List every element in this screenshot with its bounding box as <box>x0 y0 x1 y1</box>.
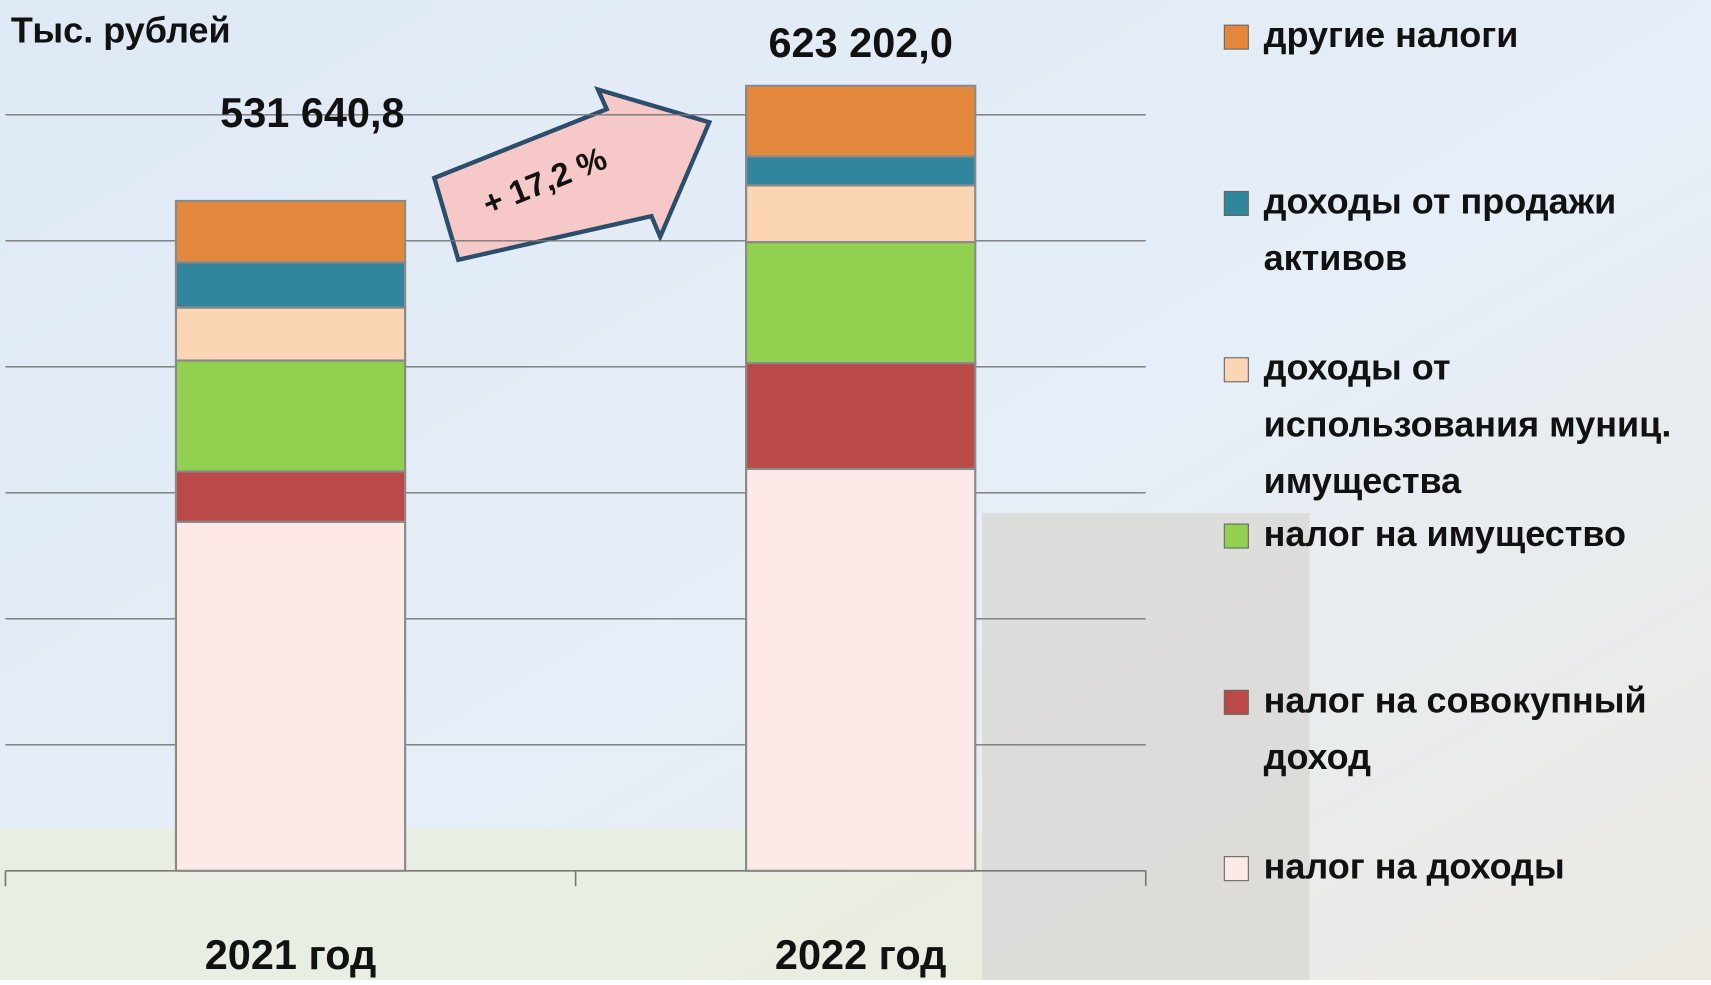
bar-segment <box>746 86 975 157</box>
legend-label: другие налоги <box>1264 14 1519 55</box>
total-label: 623 202,0 <box>768 19 952 66</box>
bar-segment <box>176 361 405 472</box>
legend-line: другие налоги <box>1264 14 1519 55</box>
legend-swatch <box>1224 191 1248 215</box>
legend-swatch <box>1224 25 1248 49</box>
legend-line: доход <box>1264 736 1372 777</box>
bar-segment <box>746 363 975 469</box>
y-axis-label: Тыс. рублей <box>11 9 231 50</box>
legend-line: налог на имущество <box>1264 513 1626 554</box>
bar-segment <box>176 471 405 521</box>
legend-line: налог на совокупный <box>1264 679 1647 720</box>
legend-swatch <box>1224 690 1248 714</box>
bar-segment <box>176 522 405 871</box>
total-label: 531 640,8 <box>220 89 404 136</box>
bar-segment <box>746 469 975 871</box>
bar-segment <box>746 185 975 242</box>
legend-label: налог на имущество <box>1264 513 1626 554</box>
bar-segment <box>176 262 405 307</box>
legend-line: имущества <box>1264 460 1463 501</box>
bar-segment <box>176 201 405 262</box>
legend-label: налог на доходы <box>1264 845 1565 886</box>
background-monument <box>982 513 1309 980</box>
legend-swatch <box>1224 524 1248 548</box>
legend-line: налог на доходы <box>1264 845 1565 886</box>
bar-segment <box>746 156 975 185</box>
bar-segment <box>176 308 405 361</box>
legend-line: использования муниц. <box>1264 403 1672 444</box>
legend-swatch <box>1224 358 1248 382</box>
x-tick-label: 2022 год <box>775 931 947 978</box>
legend-line: доходы от <box>1264 346 1451 387</box>
legend-line: активов <box>1264 237 1408 278</box>
x-tick-label: 2021 год <box>205 931 377 978</box>
legend-swatch <box>1224 857 1248 881</box>
legend-line: доходы от продажи <box>1264 180 1617 221</box>
bar-segment <box>746 242 975 363</box>
chart: Тыс. рублей + 17,2 % 2021 год531 640,820… <box>0 0 1711 980</box>
